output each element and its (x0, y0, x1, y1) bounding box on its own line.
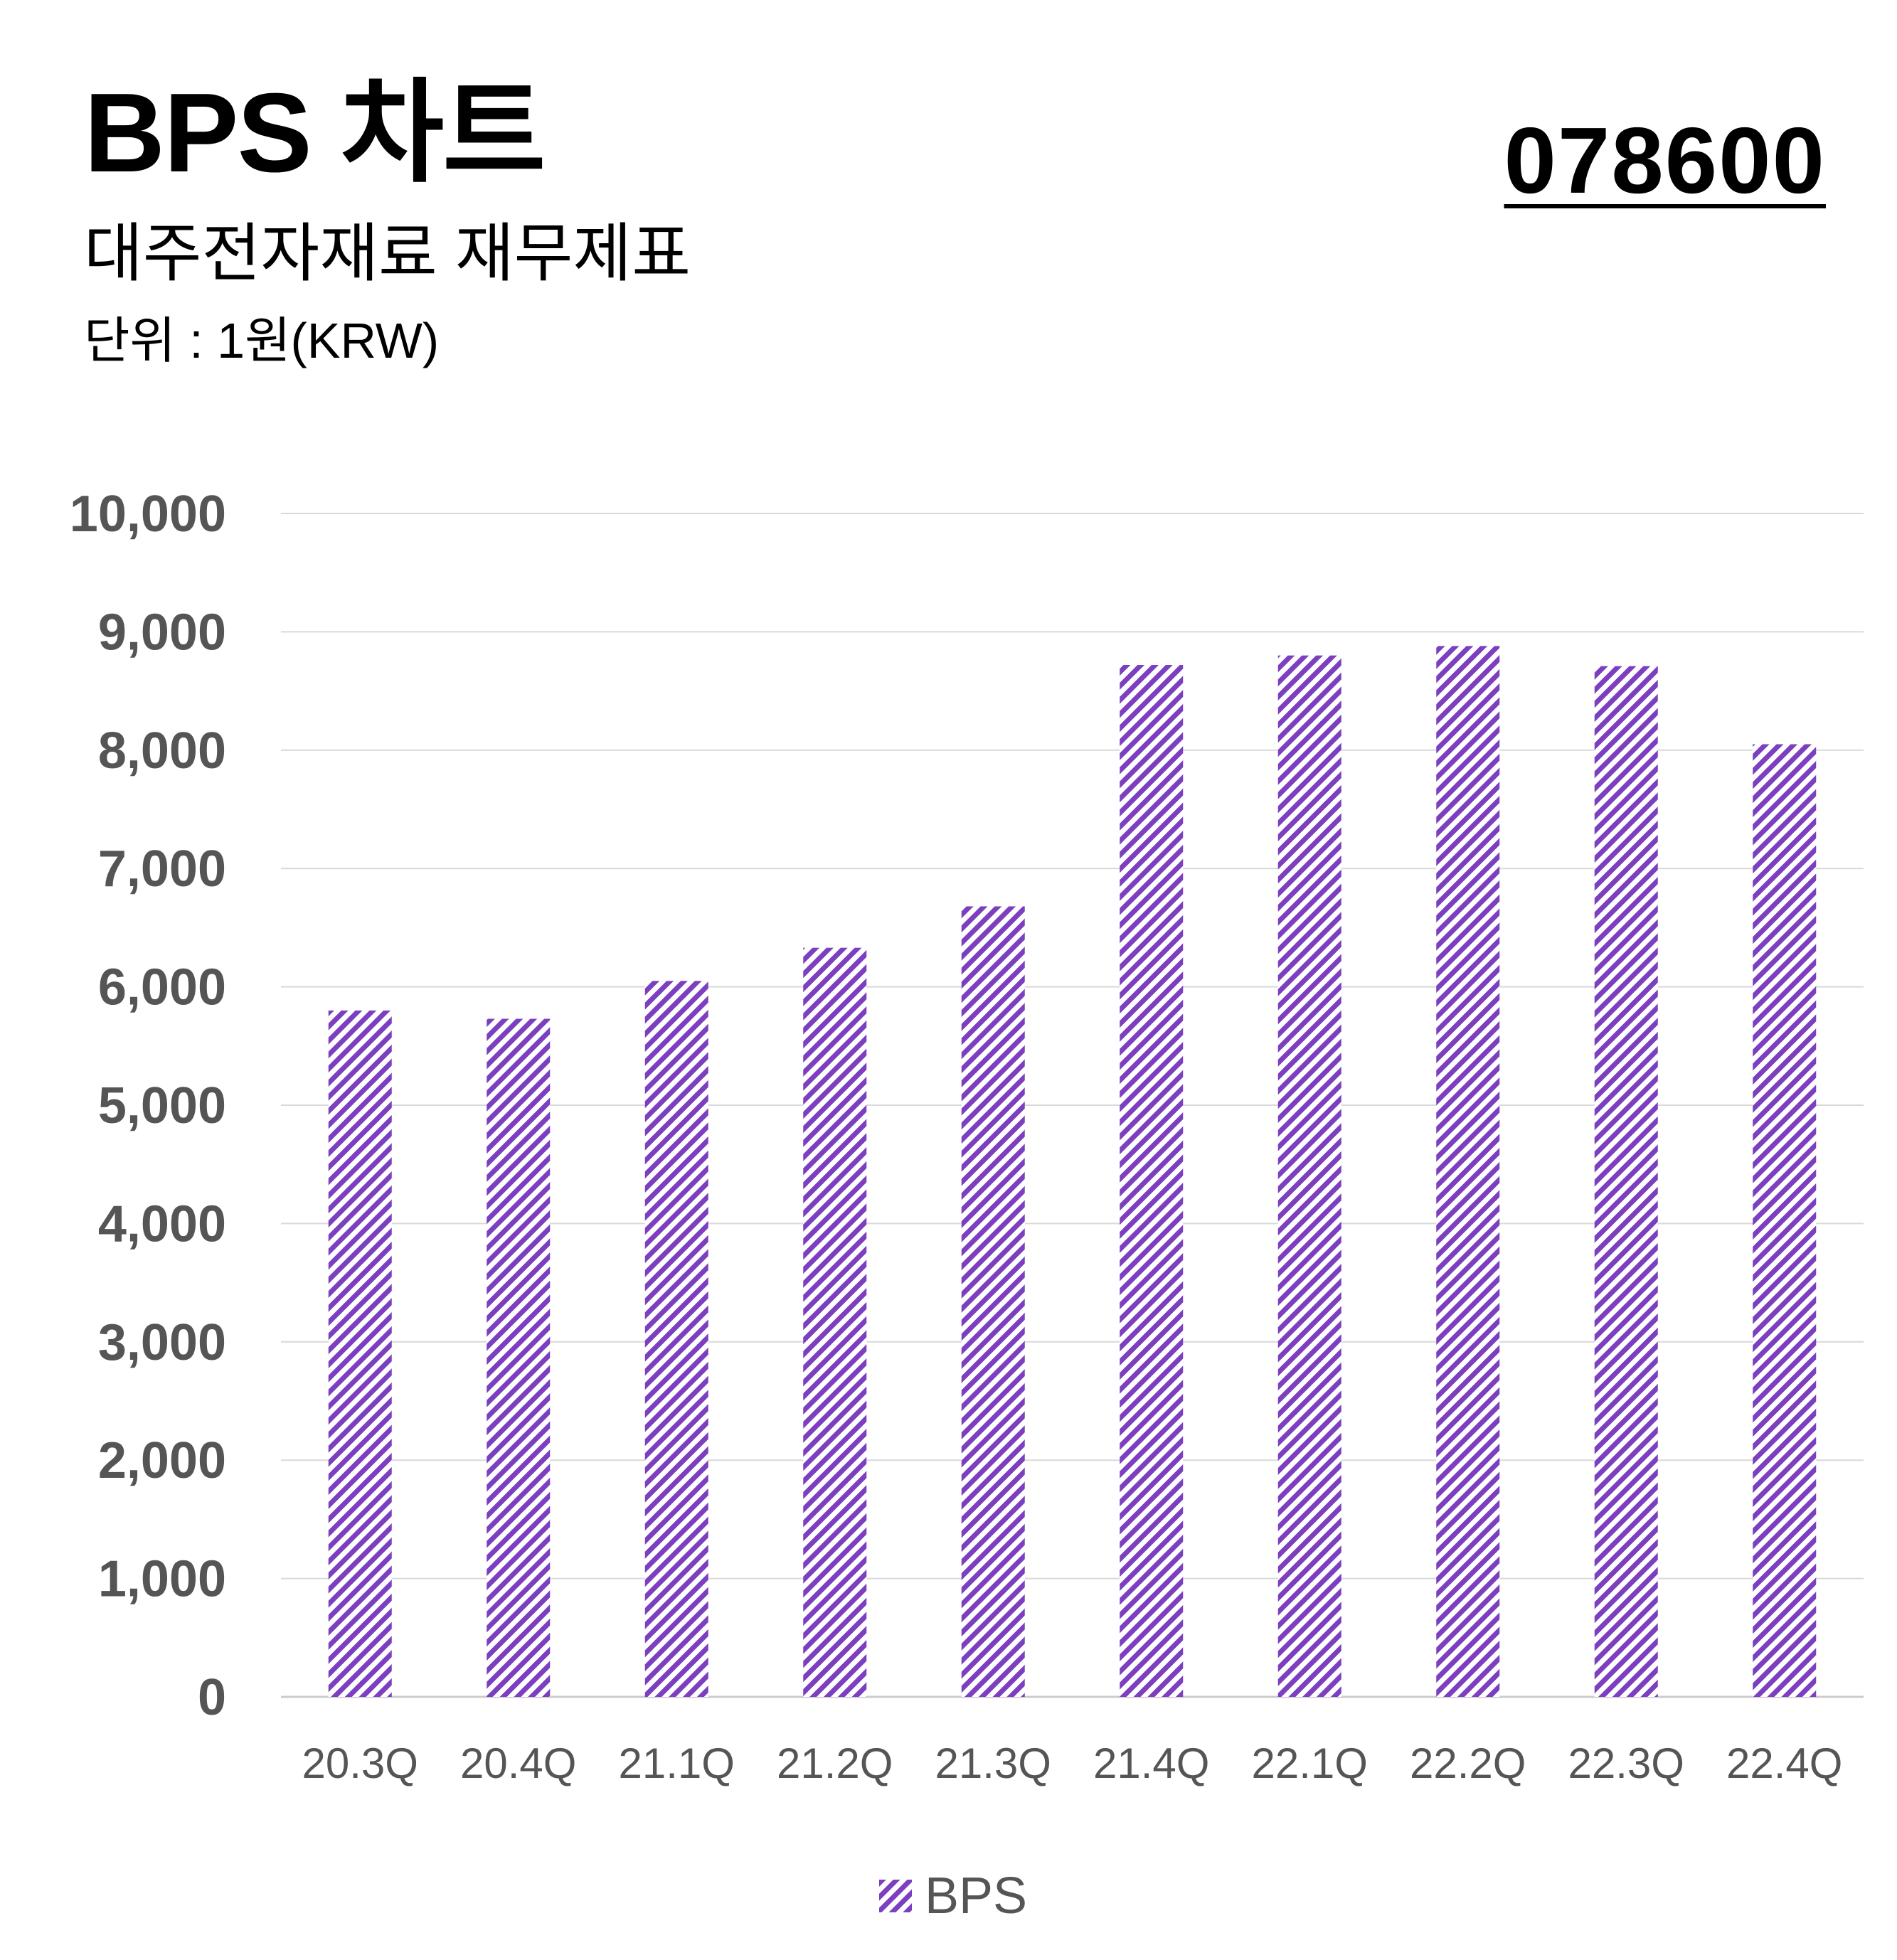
y-tick-label: 4,000 (98, 1195, 226, 1252)
y-tick-label: 10,000 (70, 486, 226, 543)
stock-code: 078600 (1504, 108, 1826, 213)
bar-21.4Q (1120, 664, 1184, 1698)
y-tick-label: 5,000 (98, 1077, 226, 1134)
x-tick-label: 22.2Q (1410, 1740, 1526, 1787)
bar-21.1Q (644, 981, 708, 1697)
x-tick-label: 21.1Q (619, 1740, 735, 1787)
unit-label: 단위 : 1원(KRW) (84, 313, 440, 368)
y-tick-label: 6,000 (98, 959, 226, 1016)
bar-22.4Q (1753, 744, 1817, 1697)
bar-20.4Q (487, 1018, 551, 1697)
y-tick-label: 7,000 (98, 841, 226, 898)
x-tick-label: 21.4Q (1093, 1740, 1209, 1787)
bars (328, 646, 1817, 1698)
bar-22.1Q (1277, 655, 1341, 1698)
bar-21.2Q (803, 947, 867, 1697)
y-tick-label: 0 (198, 1669, 226, 1726)
y-tick-label: 8,000 (98, 723, 226, 779)
x-tick-label: 22.1Q (1252, 1740, 1368, 1787)
x-tick-label: 22.3Q (1568, 1740, 1684, 1787)
x-axis-ticks: 20.3Q 20.4Q 21.1Q 21.2Q 21.3Q 21.4Q 22.1Q 22.2Q… (302, 1740, 1843, 1787)
chart-title: BPS 차트 (84, 70, 546, 196)
bar-22.2Q (1436, 646, 1500, 1698)
bar-20.3Q (328, 1010, 392, 1697)
legend-swatch (879, 1880, 912, 1912)
x-tick-label: 22.4Q (1726, 1740, 1842, 1787)
y-tick-label: 9,000 (98, 604, 226, 661)
y-tick-label: 1,000 (98, 1551, 226, 1608)
legend-label-bps: BPS (925, 1868, 1028, 1924)
bar-22.3Q (1594, 666, 1658, 1697)
bar-21.3Q (961, 906, 1025, 1697)
x-tick-label: 21.2Q (777, 1740, 893, 1787)
y-tick-label: 3,000 (98, 1314, 226, 1371)
x-tick-label: 20.4Q (460, 1740, 576, 1787)
y-tick-label: 2,000 (98, 1432, 226, 1489)
chart-subtitle: 대주전자재료 재무제표 (84, 218, 691, 289)
x-tick-label: 21.3Q (935, 1740, 1051, 1787)
y-axis-ticks: 0 1,000 2,000 3,000 4,000 5,000 6,000 7,000 8,00… (70, 486, 226, 1726)
legend: BPS (879, 1870, 1027, 1922)
x-tick-label: 20.3Q (302, 1740, 418, 1787)
